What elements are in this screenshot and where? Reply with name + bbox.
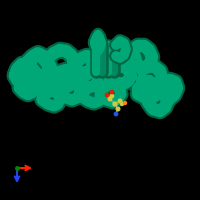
- Circle shape: [124, 102, 127, 104]
- Circle shape: [120, 102, 124, 106]
- Circle shape: [114, 112, 118, 116]
- Circle shape: [118, 99, 122, 103]
- Circle shape: [113, 102, 117, 106]
- Circle shape: [116, 107, 120, 111]
- Circle shape: [105, 93, 109, 97]
- Circle shape: [108, 97, 112, 101]
- Circle shape: [110, 90, 114, 94]
- Circle shape: [110, 94, 114, 98]
